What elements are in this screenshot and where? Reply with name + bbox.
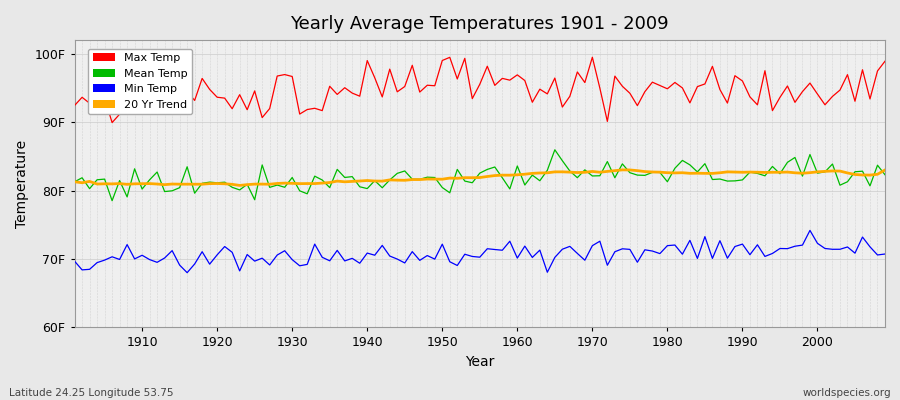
X-axis label: Year: Year	[465, 355, 494, 369]
Title: Yearly Average Temperatures 1901 - 2009: Yearly Average Temperatures 1901 - 2009	[291, 15, 669, 33]
Text: Latitude 24.25 Longitude 53.75: Latitude 24.25 Longitude 53.75	[9, 388, 174, 398]
Y-axis label: Temperature: Temperature	[15, 140, 29, 228]
Text: worldspecies.org: worldspecies.org	[803, 388, 891, 398]
Legend: Max Temp, Mean Temp, Min Temp, 20 Yr Trend: Max Temp, Mean Temp, Min Temp, 20 Yr Tre…	[88, 48, 192, 114]
